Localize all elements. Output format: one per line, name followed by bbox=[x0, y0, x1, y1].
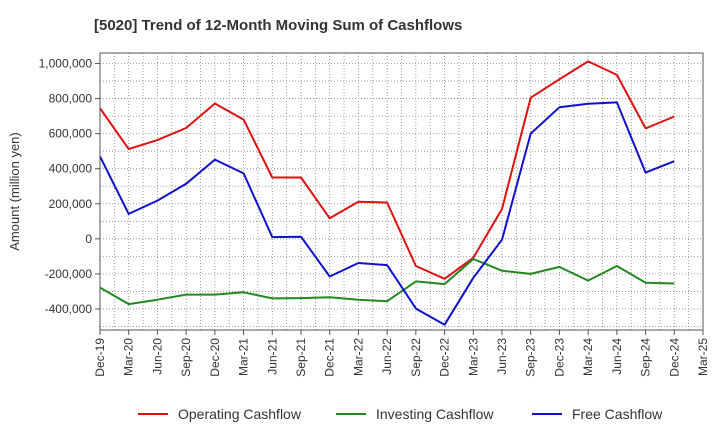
chart-title: [5020] Trend of 12-Month Moving Sum of C… bbox=[94, 17, 462, 34]
y-tick-label: -400,000 bbox=[45, 302, 93, 316]
series-line-operating-cashflow bbox=[99, 60, 675, 280]
x-tick-label: Jun-21 bbox=[265, 338, 279, 375]
x-tick-label: Mar-23 bbox=[466, 338, 480, 376]
x-tick-label: Jun-22 bbox=[380, 338, 394, 375]
x-tick-label: Jun-24 bbox=[610, 338, 624, 375]
series-line-free-cashflow bbox=[99, 101, 675, 326]
x-tick-label: Sep-22 bbox=[409, 338, 423, 377]
x-tick-label: Dec-23 bbox=[552, 338, 566, 377]
series-lines bbox=[99, 60, 675, 326]
y-tick-label: 0 bbox=[85, 232, 92, 246]
x-tick-label: Jun-20 bbox=[150, 338, 164, 375]
x-tick-label: Mar-25 bbox=[696, 338, 710, 376]
x-tick-label: Sep-21 bbox=[294, 338, 308, 377]
gridlines bbox=[99, 53, 704, 330]
x-tick-label: Dec-22 bbox=[438, 338, 452, 377]
legend-label: Free Cashflow bbox=[572, 406, 663, 422]
legend-label: Operating Cashflow bbox=[178, 406, 302, 422]
y-tick-label: 800,000 bbox=[49, 92, 93, 106]
legend-label: Investing Cashflow bbox=[376, 406, 494, 422]
plot-frame bbox=[99, 52, 704, 331]
legend: Operating Cashflow Investing Cashflow Free… bbox=[138, 406, 663, 422]
x-tick-label: Mar-24 bbox=[581, 338, 595, 376]
y-tick-label: 600,000 bbox=[49, 127, 93, 141]
x-tick-label: Mar-21 bbox=[237, 338, 251, 376]
y-tick-label: 400,000 bbox=[49, 162, 93, 176]
y-tick-label: 200,000 bbox=[49, 197, 93, 211]
y-tick-label: 1,000,000 bbox=[39, 57, 93, 71]
y-axis-label: Amount (million yen) bbox=[7, 132, 22, 251]
axes: 1,000,000 800,000 600,000 400,000 200,000 0 -2… bbox=[7, 52, 710, 377]
series-line-investing-cashflow bbox=[99, 258, 675, 306]
x-tick-label: Dec-19 bbox=[93, 338, 107, 377]
x-tick-label: Dec-20 bbox=[208, 338, 222, 377]
x-tick-label: Mar-22 bbox=[351, 338, 365, 376]
x-tick-label: Jun-23 bbox=[495, 338, 509, 375]
x-tick-label: Mar-20 bbox=[122, 338, 136, 376]
y-tick-label: -200,000 bbox=[45, 267, 93, 281]
x-tick-label: Sep-23 bbox=[524, 338, 538, 377]
x-tick-label: Sep-20 bbox=[179, 338, 193, 377]
x-tick-label: Dec-21 bbox=[323, 338, 337, 377]
x-tick-label: Dec-24 bbox=[667, 338, 681, 377]
x-tick-label: Sep-24 bbox=[639, 338, 653, 377]
